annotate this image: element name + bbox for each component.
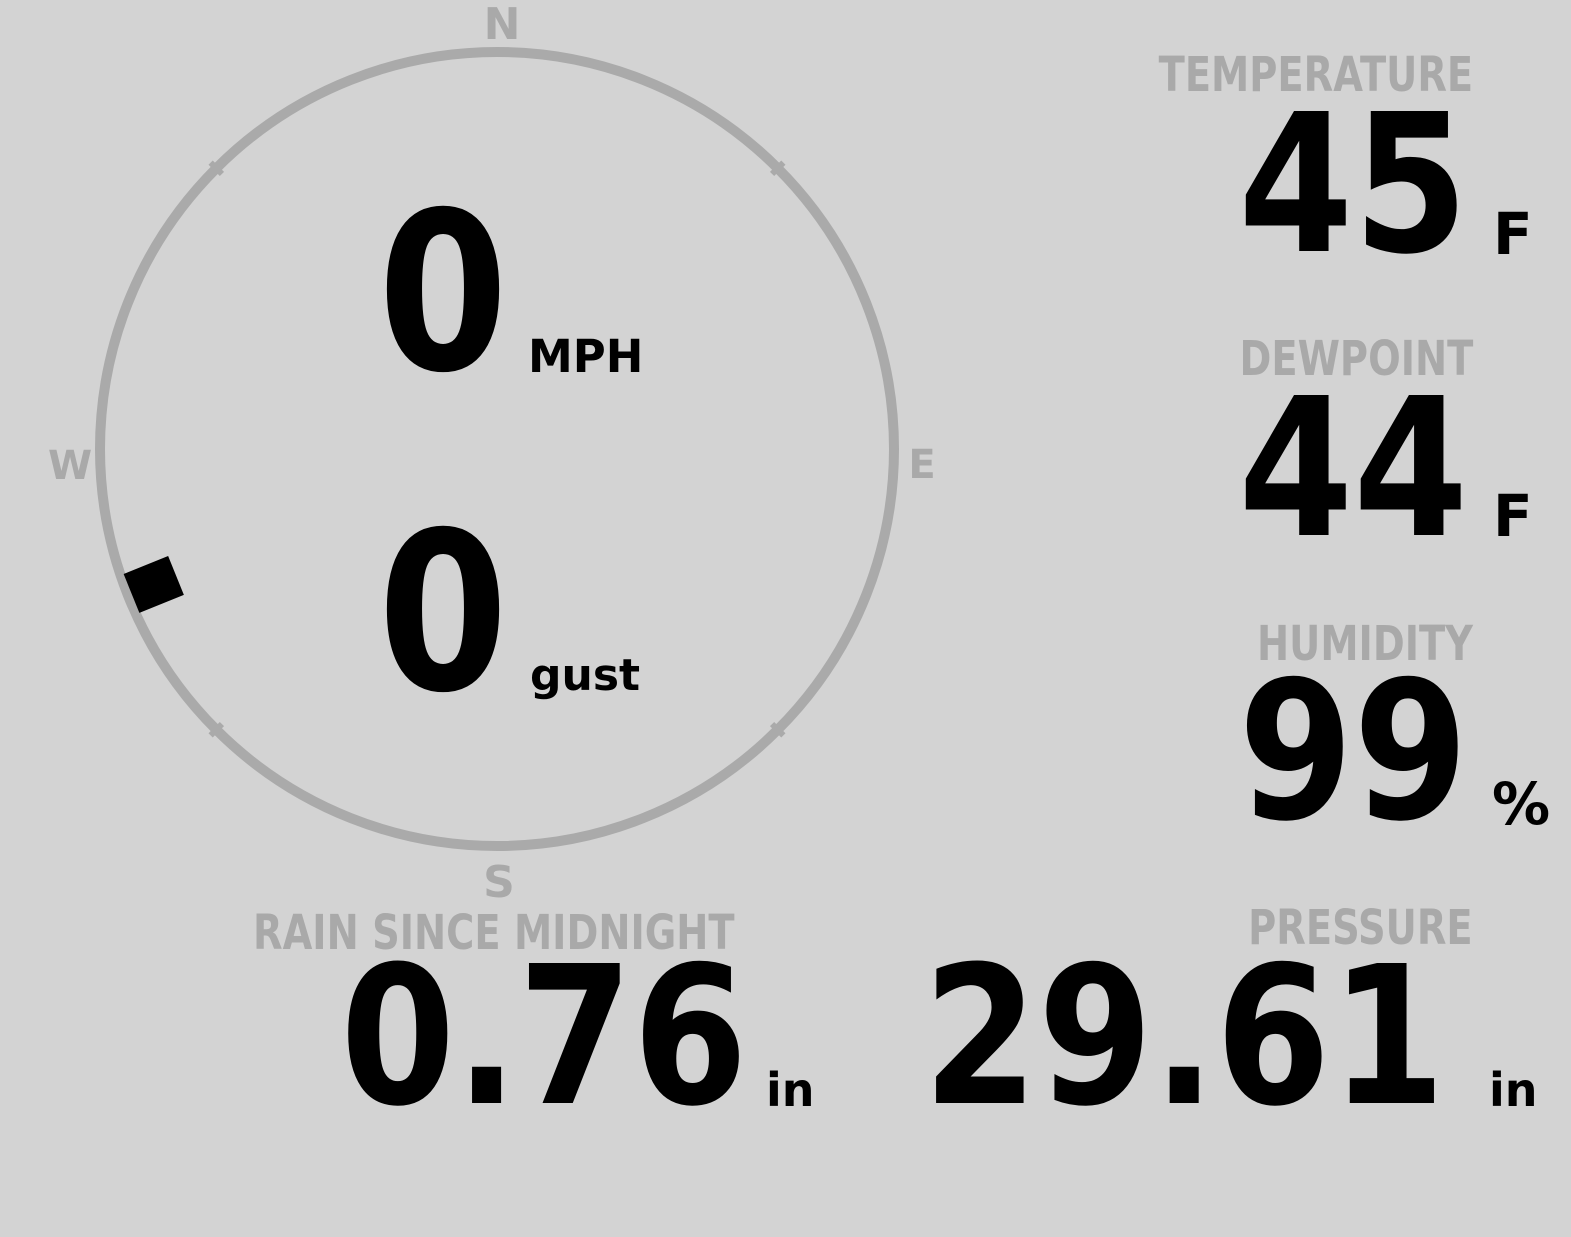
compass-tick: [769, 721, 786, 738]
dewpoint-label: DEWPOINT: [1239, 331, 1473, 387]
compass-south-label: S: [483, 857, 515, 908]
compass-west-label: W: [47, 443, 93, 489]
pressure-value: 29.61: [922, 926, 1445, 1149]
humidity-unit: %: [1492, 770, 1551, 838]
compass-ticks: [208, 160, 786, 738]
rain-value: 0.76: [340, 926, 748, 1149]
dewpoint-value: 44: [1238, 358, 1468, 581]
compass-east-label: E: [908, 442, 936, 488]
dewpoint-unit: F: [1493, 482, 1533, 550]
wind-speed-value: 0: [377, 165, 509, 421]
humidity-value: 99: [1238, 641, 1468, 864]
wind-speed-unit: MPH: [528, 330, 644, 383]
compass-ring: [95, 47, 899, 851]
pressure-label: PRESSURE: [1248, 900, 1473, 956]
temperature-unit: F: [1493, 200, 1533, 268]
compass-tick: [208, 160, 225, 177]
wind-direction-marker: [123, 555, 184, 613]
compass-tick: [769, 160, 786, 177]
rain-unit: in: [766, 1063, 815, 1117]
rain-label: RAIN SINCE MIDNIGHT: [253, 905, 735, 961]
pressure-unit: in: [1489, 1063, 1538, 1117]
temperature-value: 45: [1238, 74, 1468, 297]
wind-gust-value: 0: [377, 485, 509, 741]
temperature-label: TEMPERATURE: [1158, 47, 1474, 103]
wind-gust-unit: gust: [530, 650, 641, 701]
compass-tick: [208, 721, 225, 738]
humidity-label: HUMIDITY: [1257, 616, 1473, 672]
compass-north-label: N: [483, 0, 521, 50]
